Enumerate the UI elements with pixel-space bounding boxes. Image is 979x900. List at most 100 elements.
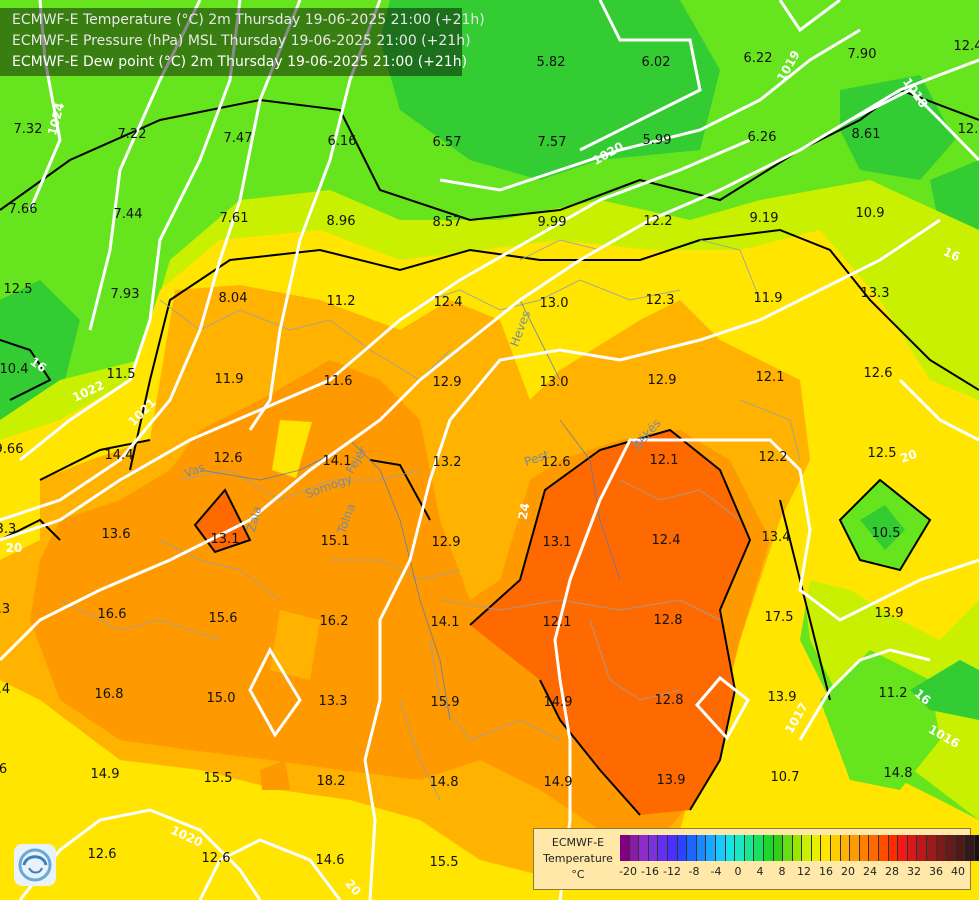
dewpoint-value-label: 11.2 (327, 294, 356, 309)
colorbar-cell (927, 835, 937, 861)
region-name-label: Vas (182, 460, 206, 480)
isotherm-lines (0, 88, 979, 816)
dewpoint-value-label: .4 (0, 682, 10, 697)
dewpoint-value-label: 10.9 (856, 206, 885, 221)
dewpoint-value-label: 12.1 (543, 615, 572, 630)
isobar-value-label: 1022 (70, 378, 106, 405)
dewpoint-value-label: 15.5 (204, 771, 233, 786)
isotherm-value-label: 20 (898, 447, 918, 466)
isobar-value-label: 1018 (900, 75, 931, 110)
colorbar-cell (831, 835, 841, 861)
dewpoint-value-label: 14.8 (430, 775, 459, 790)
dewpoint-value-label: 12.1 (650, 453, 679, 468)
colorbar-cell (639, 835, 649, 861)
hot-core-east (470, 430, 750, 815)
colorbar-cell (783, 835, 793, 861)
dewpoint-value-label: 3.3 (0, 522, 16, 537)
dewpoint-value-label: 14.1 (431, 615, 460, 630)
colorbar-cell (677, 835, 688, 861)
colorbar-cell (850, 835, 860, 861)
colorbar (620, 835, 979, 861)
dewpoint-value-label: 6.57 (433, 135, 462, 150)
dewpoint-value-label: 12.6 (214, 451, 243, 466)
dewpoint-value-label: 12.8 (654, 613, 683, 628)
legend: ECMWF-E Temperature °C -20 -16 -12 -8 -4 0 4 8 1… (533, 828, 979, 890)
dewpoint-value-label: 13.9 (657, 773, 686, 788)
isobar-value-label: 1017 (782, 700, 811, 736)
dewpoint-value-label: 14.4 (105, 448, 134, 463)
colorbar-ticks: -20 -16 -12 -8 -4 0 4 8 12 16 20 24 28 32 36 40 (619, 865, 966, 881)
dewpoint-value-label: 12.9 (432, 535, 461, 550)
dewpoint-value-label: 5.82 (537, 55, 566, 70)
dewpoint-value-label: 13.9 (768, 690, 797, 705)
dewpoint-value-label: 7.61 (220, 211, 249, 226)
dewpoint-value-label: 11.5 (107, 367, 136, 382)
colorbar-tick-label: -4 (710, 865, 722, 878)
colorbar-cell (917, 835, 927, 861)
region-name-label: Zala (244, 504, 264, 533)
dewpoint-value-label: 14.6 (316, 853, 345, 868)
dewpoint-value-label: 12.2 (759, 450, 788, 465)
dewpoint-value-label: 12.1 (756, 370, 785, 385)
colorbar-tick-label: 12 (797, 865, 811, 878)
colorbar-cell (965, 835, 975, 861)
dewpoint-value-label: 12.3 (646, 293, 675, 308)
colorbar-cell (744, 835, 755, 861)
colorbar-tick-label: 24 (863, 865, 877, 878)
dewpoint-value-label: 11.6 (324, 374, 353, 389)
light-orange-patch (270, 610, 320, 680)
dewpoint-value-label: 8.57 (433, 215, 462, 230)
dewpoint-value-label: 15.9 (431, 695, 460, 710)
colorbar-cell (687, 835, 697, 861)
dewpoint-value-label: 16.6 (98, 607, 127, 622)
legend-title: ECMWF-E Temperature °C (538, 835, 618, 883)
dewpoint-value-label: .3 (0, 602, 10, 617)
legend-model: ECMWF-E (551, 836, 605, 849)
colorbar-cell (936, 835, 947, 861)
isotherm-value-label: 24 (516, 502, 533, 521)
colorbar-cell (773, 835, 784, 861)
orange-patch-sw (260, 760, 290, 790)
pressure-header: ECMWF-E Pressure (hPa) MSL Thursday 19-0… (12, 33, 471, 49)
temperature-header: ECMWF-E Temperature (°C) 2m Thursday 19-… (12, 12, 485, 28)
dewpoint-value-label: 12.6 (864, 366, 893, 381)
header-box (0, 8, 462, 76)
colorbar-cell (715, 835, 726, 861)
dewpoint-value-label: 8.04 (219, 291, 248, 306)
colorbar-tick-label: 0 (734, 865, 742, 878)
colorbar-cell (735, 835, 745, 861)
dewpoint-value-label: 13.1 (543, 535, 572, 550)
dewpoint-value-label: 8.96 (327, 214, 356, 229)
dewpoint-value-label: 14.9 (544, 695, 573, 710)
dewpoint-value-label: 6.02 (642, 55, 671, 70)
isobar-value-label: 1019 (774, 48, 803, 84)
colorbar-cell (898, 835, 908, 861)
colorbar-cell (648, 835, 659, 861)
dewpoint-value-label: 13.3 (861, 286, 890, 301)
colorbar-cell (620, 835, 630, 861)
colorbar-tick-label: -16 (641, 865, 659, 878)
dewpoint-value-label: 7.90 (848, 47, 877, 62)
colorbar-cell (955, 835, 966, 861)
isotherm-value-label: 16 (941, 245, 962, 265)
dewpoint-value-label: 12.6 (202, 851, 231, 866)
colorbar-cell (667, 835, 678, 861)
dewpoint-value-label: 9.66 (0, 442, 23, 457)
dewpoint-value-label: 12.5 (4, 282, 33, 297)
colorbar-cell (629, 835, 640, 861)
colorbar-tick-label: 4 (756, 865, 764, 878)
colorbar-tick-label: 20 (841, 865, 855, 878)
dewpoint-value-label: 7.47 (224, 131, 253, 146)
colorbar-cell (658, 835, 668, 861)
dark-green-cell-se (910, 660, 979, 720)
isobar-value-label: 1021 (125, 395, 159, 429)
dewpoint-value-label: 14.9 (91, 767, 120, 782)
dewpoint-value-label: 15.5 (430, 855, 459, 870)
hot-core-west (195, 490, 250, 552)
dewpoint-value-label: 14.9 (544, 775, 573, 790)
colorbar-tick-label: -20 (619, 865, 637, 878)
colorbar-tick-label: 16 (819, 865, 833, 878)
dewpoint-value-label: 13.1 (211, 532, 240, 547)
dewpoint-value-label: 13.9 (875, 606, 904, 621)
